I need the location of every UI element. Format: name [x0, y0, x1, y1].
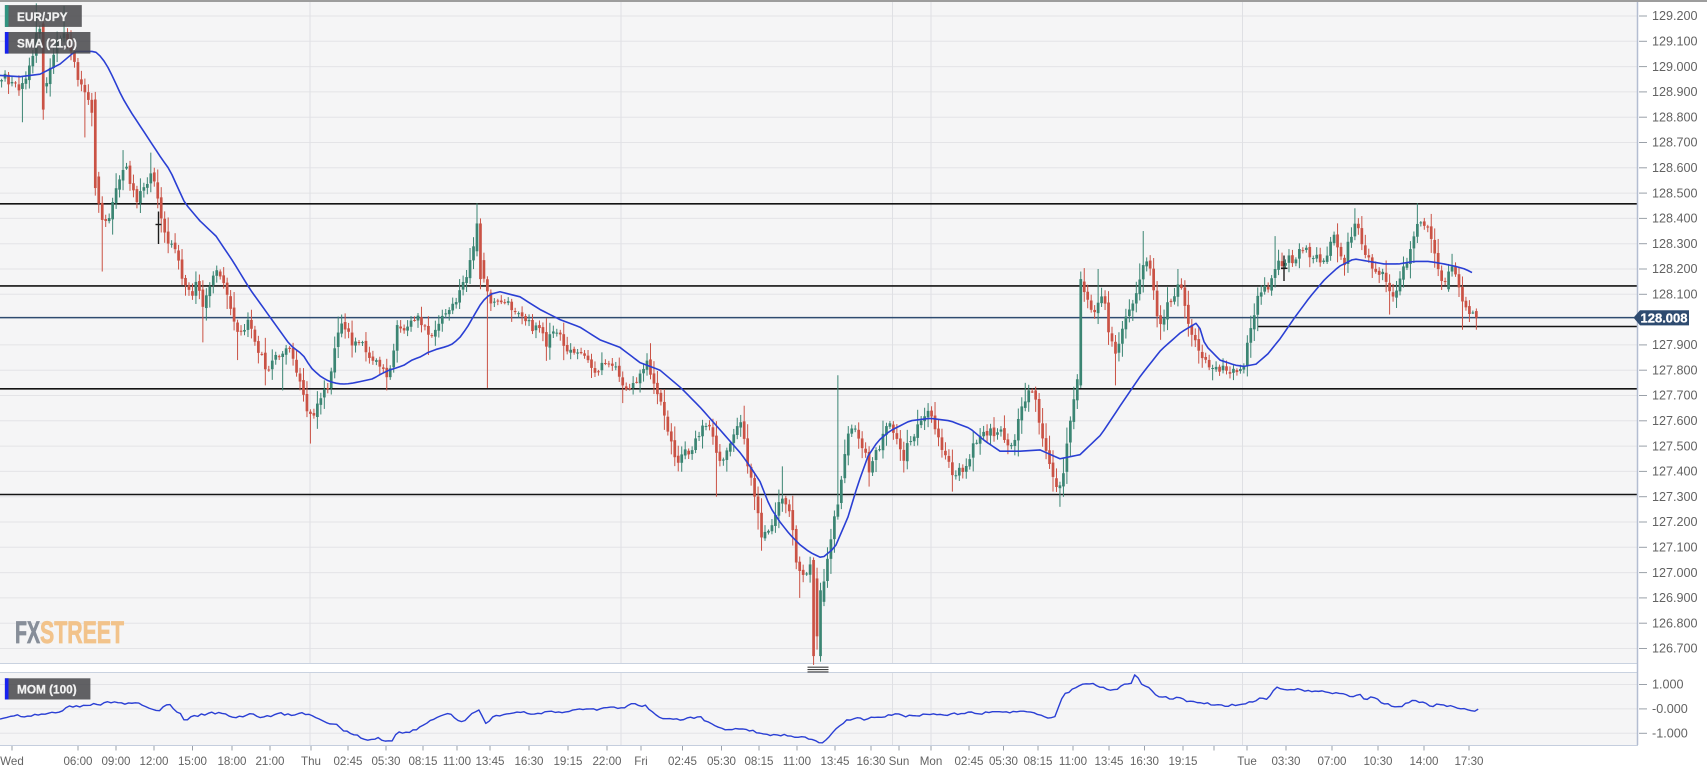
svg-text:126.700: 126.700 — [1652, 642, 1698, 656]
svg-text:Thu: Thu — [301, 755, 321, 768]
svg-text:16:30: 16:30 — [856, 755, 885, 768]
svg-text:EUR/JPY: EUR/JPY — [17, 10, 68, 24]
svg-text:Mon: Mon — [920, 755, 943, 768]
svg-text:11:00: 11:00 — [783, 755, 811, 768]
svg-text:128.900: 128.900 — [1652, 85, 1698, 99]
svg-text:129.100: 129.100 — [1652, 35, 1698, 49]
svg-text:11:00: 11:00 — [443, 755, 471, 768]
svg-text:12:00: 12:00 — [139, 755, 168, 768]
svg-text:STREET: STREET — [40, 614, 124, 650]
svg-text:Wed: Wed — [0, 755, 24, 768]
svg-text:127.700: 127.700 — [1652, 389, 1698, 403]
svg-text:127.800: 127.800 — [1652, 363, 1698, 377]
svg-text:Fri: Fri — [634, 755, 648, 768]
svg-text:08:15: 08:15 — [744, 755, 773, 768]
svg-text:Sun: Sun — [889, 755, 910, 768]
svg-text:13:45: 13:45 — [1094, 755, 1123, 768]
svg-text:Tue: Tue — [1237, 755, 1257, 768]
svg-text:127.500: 127.500 — [1652, 439, 1698, 453]
svg-text:02:45: 02:45 — [668, 755, 697, 768]
svg-text:05:30: 05:30 — [371, 755, 400, 768]
svg-text:-0.000: -0.000 — [1652, 702, 1688, 716]
svg-text:127.100: 127.100 — [1652, 541, 1698, 555]
svg-text:16:30: 16:30 — [1130, 755, 1159, 768]
svg-text:128.400: 128.400 — [1652, 212, 1698, 226]
svg-text:129.000: 129.000 — [1652, 60, 1698, 74]
svg-text:SMA (21,0): SMA (21,0) — [17, 37, 77, 51]
svg-text:19:15: 19:15 — [1168, 755, 1197, 768]
svg-text:08:15: 08:15 — [1023, 755, 1052, 768]
svg-text:128.100: 128.100 — [1652, 288, 1698, 302]
svg-text:05:30: 05:30 — [707, 755, 736, 768]
svg-text:05:30: 05:30 — [989, 755, 1018, 768]
svg-text:127.000: 127.000 — [1652, 566, 1698, 580]
svg-text:15:00: 15:00 — [178, 755, 207, 768]
svg-text:19:15: 19:15 — [553, 755, 582, 768]
svg-text:03:30: 03:30 — [1271, 755, 1300, 768]
svg-text:14:00: 14:00 — [1409, 755, 1438, 768]
svg-text:128.800: 128.800 — [1652, 110, 1698, 124]
svg-text:07:00: 07:00 — [1317, 755, 1346, 768]
svg-text:FX: FX — [15, 614, 40, 650]
svg-text:1.000: 1.000 — [1652, 678, 1684, 692]
svg-text:128.600: 128.600 — [1652, 161, 1698, 175]
svg-text:127.200: 127.200 — [1652, 515, 1698, 529]
svg-text:129.200: 129.200 — [1652, 9, 1698, 23]
svg-text:11:00: 11:00 — [1059, 755, 1087, 768]
svg-text:02:45: 02:45 — [333, 755, 362, 768]
svg-text:MOM (100): MOM (100) — [17, 683, 77, 697]
svg-text:10:30: 10:30 — [1363, 755, 1392, 768]
svg-text:126.800: 126.800 — [1652, 616, 1698, 630]
svg-text:128.500: 128.500 — [1652, 186, 1698, 200]
svg-text:128.700: 128.700 — [1652, 136, 1698, 150]
svg-text:02:45: 02:45 — [954, 755, 983, 768]
svg-text:128.300: 128.300 — [1652, 237, 1698, 251]
svg-text:128.008: 128.008 — [1641, 310, 1688, 325]
svg-text:13:45: 13:45 — [475, 755, 504, 768]
svg-text:18:00: 18:00 — [217, 755, 246, 768]
svg-text:08:15: 08:15 — [408, 755, 437, 768]
svg-text:127.400: 127.400 — [1652, 465, 1698, 479]
svg-text:127.600: 127.600 — [1652, 414, 1698, 428]
svg-text:09:00: 09:00 — [101, 755, 130, 768]
svg-text:-1.000: -1.000 — [1652, 727, 1688, 741]
svg-text:126.900: 126.900 — [1652, 591, 1698, 605]
svg-text:127.300: 127.300 — [1652, 490, 1698, 504]
svg-text:128.200: 128.200 — [1652, 262, 1698, 276]
svg-text:127.900: 127.900 — [1652, 338, 1698, 352]
svg-text:06:00: 06:00 — [63, 755, 92, 768]
svg-text:17:30: 17:30 — [1454, 755, 1483, 768]
svg-text:22:00: 22:00 — [592, 755, 621, 768]
svg-text:13:45: 13:45 — [820, 755, 849, 768]
svg-text:21:00: 21:00 — [255, 755, 284, 768]
svg-text:16:30: 16:30 — [514, 755, 543, 768]
